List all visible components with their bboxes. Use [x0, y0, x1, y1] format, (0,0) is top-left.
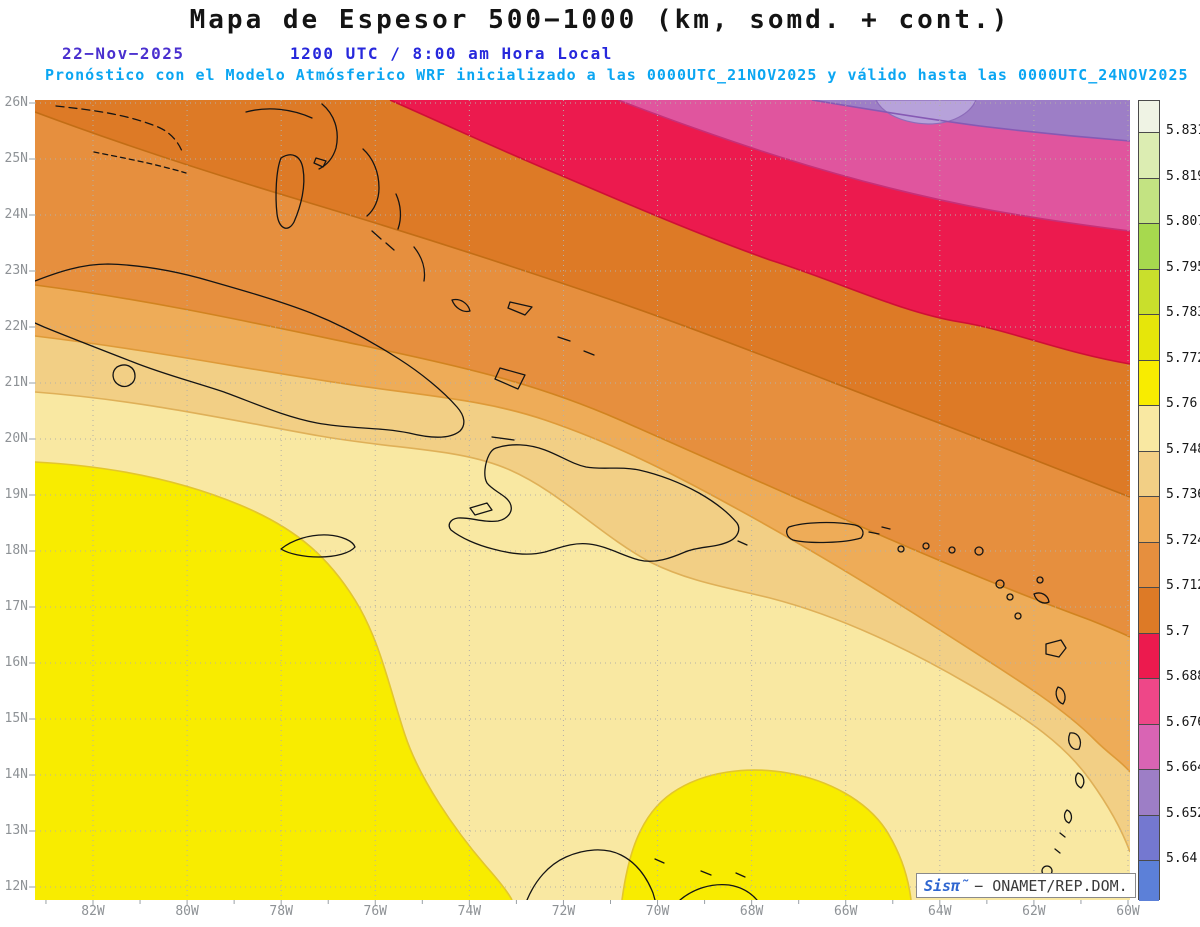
colorbar-tick-label: 5.64: [1166, 851, 1198, 866]
brand-logo: Sisπ̃: [924, 876, 970, 895]
lat-label: 19N: [4, 487, 28, 502]
colorbar-segment: [1139, 723, 1159, 769]
colorbar-segment: [1139, 177, 1159, 223]
lon-label: 78W: [269, 904, 293, 919]
lon-label: 68W: [739, 904, 764, 919]
colorbar-segment: [1139, 678, 1159, 724]
colorbar-segment: [1139, 223, 1159, 269]
colorbar-tick-label: 5.748: [1166, 441, 1200, 457]
colorbar-tick-label: 5.724: [1166, 532, 1200, 548]
coast-jamaica: [280, 534, 356, 558]
colorbar-segment: [1139, 587, 1159, 633]
lat-label: 12N: [4, 879, 28, 894]
lon-label: 70W: [645, 904, 670, 919]
lat-label: 18N: [4, 543, 28, 558]
colorbar-tick-label: 5.676: [1166, 714, 1200, 730]
colorbar-segment: [1139, 314, 1159, 360]
lon-label: 62W: [1022, 904, 1046, 919]
colorbar-tick-label: 5.688: [1166, 669, 1200, 684]
coast-andros: [275, 154, 305, 229]
contour-lines: [35, 100, 1130, 900]
coast-hispaniola: [448, 444, 740, 562]
lat-label: 20N: [4, 431, 28, 446]
lat-label: 16N: [4, 655, 28, 670]
colorbar-tick-label: 5.76: [1166, 396, 1198, 411]
colorbar: [1138, 100, 1160, 901]
coastlines: [35, 103, 1085, 900]
forecast-description: Pronóstico con el Modelo Atmósferico WRF…: [45, 66, 1189, 84]
thickness-bands: [35, 100, 1130, 900]
lat-label: 13N: [4, 823, 28, 838]
lat-label: 17N: [4, 599, 28, 614]
coast-puerto-rico: [786, 521, 864, 544]
colorbar-tick-label: 5.807: [1166, 214, 1200, 229]
lon-label: 76W: [363, 904, 388, 919]
colorbar-tick-label: 5.795: [1166, 259, 1200, 275]
lat-label: 24N: [4, 207, 28, 222]
lon-label: 80W: [175, 904, 199, 919]
colorbar-tick-label: 5.772: [1166, 350, 1200, 366]
colorbar-segment: [1139, 632, 1159, 678]
lon-label: 72W: [551, 904, 576, 919]
thickness-map-svg: [35, 100, 1130, 900]
lon-axis: 82W 80W 78W 76W 74W 72W 70W 68W 66W 64W 62W 60W: [35, 904, 1139, 924]
lat-label: 14N: [4, 767, 28, 782]
lat-label: 15N: [4, 711, 28, 726]
colorbar-tick-label: 5.736: [1166, 487, 1200, 502]
lat-label: 23N: [4, 263, 28, 278]
lat-label: 26N: [4, 95, 28, 110]
forecast-date: 22−Nov−2025: [62, 44, 185, 63]
colorbar-tick-label: 5.664: [1166, 760, 1200, 775]
colorbar-segment: [1139, 814, 1159, 860]
colorbar-labels: 5.831 5.819 5.807 5.795 5.783 5.772 5.76 5.748 5…: [1166, 100, 1200, 900]
lat-ticks: [29, 102, 35, 888]
lon-label: 60W: [1116, 904, 1140, 919]
colorbar-tick-label: 5.819: [1166, 168, 1200, 184]
colorbar-tick-label: 5.7: [1166, 623, 1190, 639]
colorbar-segment: [1139, 769, 1159, 815]
colorbar-segment: [1139, 359, 1159, 405]
lat-axis: 26N 25N 24N 23N 22N 21N 20N 19N 18N 17N 16N 15N 14N 1…: [0, 95, 30, 900]
lon-ticks: [45, 900, 1129, 906]
colorbar-segment: [1139, 450, 1159, 496]
lon-label: 74W: [457, 904, 482, 919]
page-title: Mapa de Espesor 500−1000 (km, somd. + co…: [189, 5, 1011, 35]
lat-label: 21N: [4, 375, 28, 390]
colorbar-segment: [1139, 405, 1159, 451]
lon-label: 66W: [833, 904, 858, 919]
branding-badge: Sisπ̃ − ONAMET/REP.DOM.: [916, 873, 1136, 898]
grid-lines: [35, 100, 1130, 900]
lon-label: 64W: [928, 904, 952, 919]
coast-florida: [55, 105, 184, 155]
brand-text: − ONAMET/REP.DOM.: [974, 876, 1128, 895]
forecast-time: 1200 UTC / 8:00 am Hora Local: [290, 44, 613, 63]
colorbar-tick-label: 5.712: [1166, 578, 1200, 593]
colorbar-segment: [1139, 268, 1159, 314]
lon-label: 82W: [81, 904, 105, 919]
colorbar-segment: [1139, 496, 1159, 542]
colorbar-segment: [1139, 541, 1159, 587]
coast-south-america: [526, 849, 656, 900]
lat-label: 25N: [4, 151, 28, 166]
coast-florida-keys: [93, 151, 187, 174]
colorbar-tick-label: 5.783: [1166, 305, 1200, 320]
colorbar-tick-label: 5.652: [1166, 805, 1200, 821]
coast-cuba: [35, 263, 465, 438]
lat-label: 22N: [4, 319, 28, 334]
colorbar-segment: [1139, 132, 1159, 178]
colorbar-segment: [1139, 101, 1159, 132]
colorbar-segment: [1139, 860, 1159, 901]
colorbar-tick-label: 5.831: [1166, 123, 1200, 138]
